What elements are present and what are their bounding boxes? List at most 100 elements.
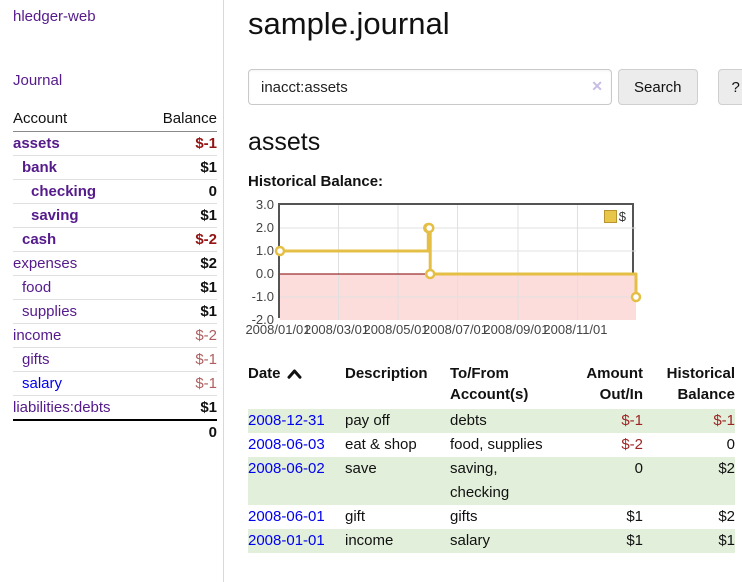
- sidebar: hledger-web Journal Account Balance asse…: [0, 0, 224, 582]
- accounts-table: Account Balance assets $-1 bank $1 check…: [13, 107, 217, 444]
- account-link[interactable]: salary: [22, 375, 63, 392]
- account-balance: $1: [144, 275, 217, 300]
- account-balance: 0: [144, 179, 217, 204]
- y-tick-label: 2.0: [255, 220, 274, 235]
- transaction-row: 2008-12-31 pay off debts $-1 $-1: [248, 409, 735, 433]
- account-link[interactable]: bank: [22, 159, 58, 176]
- transaction-description: pay off: [345, 409, 450, 433]
- account-balance: $-1: [144, 371, 217, 396]
- account-row: supplies $1: [13, 299, 217, 324]
- account-row: salary $-1: [13, 371, 217, 396]
- transaction-amount: $1: [626, 508, 643, 525]
- transaction-amount: $1: [558, 529, 643, 553]
- account-balance: $1: [144, 155, 217, 180]
- account-link[interactable]: cash: [22, 231, 57, 248]
- account-row: expenses $2: [13, 251, 217, 276]
- account-link[interactable]: income: [13, 327, 62, 344]
- help-button[interactable]: ?: [717, 69, 742, 105]
- accounts-total-row: 0: [13, 419, 217, 444]
- clear-search-icon[interactable]: ✕: [591, 78, 603, 94]
- transaction-balance: $-1: [643, 409, 735, 433]
- chart-canvas: [274, 205, 642, 320]
- transaction-row: 2008-06-03 eat & shop food, supplies $-2…: [248, 433, 735, 457]
- x-tick-label: 2008/11/01: [543, 322, 608, 337]
- legend-swatch-icon: [603, 210, 617, 223]
- account-link[interactable]: expenses: [13, 255, 78, 272]
- account-link[interactable]: saving: [31, 207, 79, 224]
- transaction-date-link[interactable]: 2008-06-01: [248, 508, 325, 525]
- register-header-date[interactable]: Date: [248, 363, 345, 409]
- transaction-amount: 0: [558, 457, 643, 505]
- register-header-accounts: To/From Account(s): [450, 365, 529, 403]
- x-tick-label: 2008/05/01: [363, 322, 429, 337]
- transaction-description: income: [345, 529, 450, 553]
- app-title-link[interactable]: hledger-web: [13, 8, 96, 25]
- y-tick-label: 1.0: [255, 243, 274, 258]
- transaction-row: 2008-06-02 save saving, checking 0 $2: [248, 457, 735, 505]
- account-row: checking 0: [13, 179, 217, 204]
- page-title: sample.journal: [248, 6, 450, 41]
- account-balance: $-1: [144, 131, 217, 156]
- transaction-date-link[interactable]: 2008-12-31: [248, 412, 325, 429]
- transaction-date-link[interactable]: 2008-01-01: [248, 532, 325, 549]
- account-balance: $-2: [144, 227, 217, 252]
- transaction-balance: $2: [718, 508, 735, 525]
- chart-title: Historical Balance:: [248, 173, 384, 190]
- account-balance: $-1: [144, 347, 217, 372]
- transaction-row: 2008-06-01 gift gifts $1 $2: [248, 505, 735, 529]
- account-row: liabilities:debts $1: [13, 395, 217, 421]
- register-table: Date Description To/From Account(s) Amou…: [248, 363, 735, 553]
- y-tick-label: 3.0: [255, 197, 274, 212]
- transaction-date-link[interactable]: 2008-06-02: [248, 460, 325, 477]
- transaction-balance: 0: [726, 436, 735, 453]
- accounts-header-account: Account: [13, 107, 145, 132]
- chart-plot-area[interactable]: $: [274, 203, 642, 320]
- register-header-amount: Amount Out/In: [586, 365, 643, 403]
- register-header-balance: Historical Balance: [666, 365, 735, 403]
- account-page-title: assets: [248, 128, 321, 156]
- account-row: cash $-2: [13, 227, 217, 252]
- account-link[interactable]: supplies: [22, 303, 78, 320]
- account-link[interactable]: checking: [31, 183, 97, 200]
- transaction-balance: $1: [643, 529, 735, 553]
- account-link[interactable]: gifts: [22, 351, 50, 368]
- account-row: assets $-1: [13, 131, 217, 156]
- accounts-header-balance: Balance: [144, 107, 217, 132]
- account-row: bank $1: [13, 155, 217, 180]
- y-tick-label: -1.0: [251, 289, 274, 304]
- historical-balance-chart: $ 3.0 2.0 1.0 0.0 -1.0 -2.0 2008/01/01 2008/03…: [245, 197, 734, 343]
- transaction-row: 2008-01-01 income salary $1 $1: [248, 529, 735, 553]
- transaction-description: eat & shop: [345, 436, 417, 453]
- search-button[interactable]: Search: [618, 69, 698, 105]
- accounts-table-body: assets $-1 bank $1 checking 0 saving $1 …: [13, 131, 217, 421]
- transaction-accounts: food, supplies: [450, 436, 543, 453]
- account-row: saving $1: [13, 203, 217, 228]
- account-link[interactable]: food: [22, 279, 52, 296]
- y-tick-label: -2.0: [251, 312, 274, 327]
- x-tick-label: 2008/07/01: [422, 322, 489, 337]
- transaction-date-link[interactable]: 2008-06-03: [248, 436, 325, 453]
- sort-ascending-icon: [287, 369, 302, 379]
- main-content: sample.journal ✕ Search ? assets Histori…: [224, 0, 742, 582]
- transaction-description: save: [345, 457, 450, 505]
- register-table-body: 2008-12-31 pay off debts $-1 $-1 2008-06…: [248, 409, 735, 553]
- account-balance: $1: [144, 395, 217, 421]
- transaction-description: gift: [345, 508, 366, 525]
- transaction-accounts: gifts: [450, 508, 478, 525]
- search-input[interactable]: [248, 69, 612, 105]
- account-link[interactable]: assets: [13, 135, 60, 152]
- account-row: income $-2: [13, 323, 217, 348]
- transaction-accounts: salary: [450, 529, 558, 553]
- transaction-amount: $-1: [558, 409, 643, 433]
- account-balance: $1: [144, 299, 217, 324]
- account-balance: $-2: [144, 323, 217, 348]
- y-tick-label: 0.0: [255, 266, 274, 281]
- x-tick-label: 2008/01/01: [245, 322, 311, 337]
- x-tick-label: 2008/09/01: [483, 322, 549, 337]
- x-tick-label: 2008/03/01: [303, 322, 370, 337]
- sidebar-item-journal[interactable]: Journal: [13, 72, 63, 89]
- register-header-description: Description: [345, 365, 428, 382]
- transaction-accounts: debts: [450, 409, 558, 433]
- account-row: gifts $-1: [13, 347, 217, 372]
- account-link[interactable]: liabilities:debts: [13, 399, 111, 416]
